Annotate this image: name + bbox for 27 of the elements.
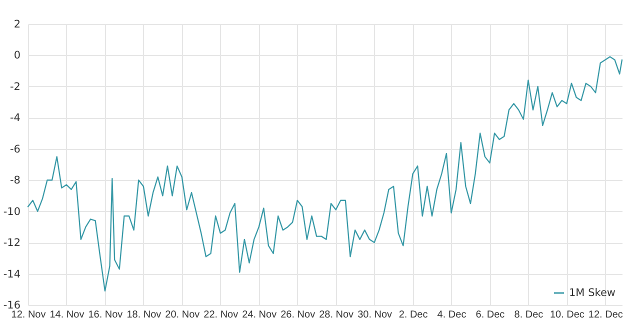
x-tick-label: 16. Nov xyxy=(88,310,123,320)
y-tick-label: -4 xyxy=(10,112,21,124)
x-tick-label: 8. Dec xyxy=(514,310,544,320)
y-tick-label: -16 xyxy=(3,300,21,312)
x-tick-label: 22. Nov xyxy=(204,310,238,320)
y-tick-label: -8 xyxy=(10,174,20,187)
legend-label: 1M Skew xyxy=(569,287,616,299)
y-tick-label: -6 xyxy=(10,143,21,156)
x-tick-label: 20. Nov xyxy=(165,310,200,320)
x-tick-label: 10. Dec xyxy=(550,310,584,320)
x-tick-label: 18. Nov xyxy=(126,310,162,320)
y-tick-label: -12 xyxy=(3,237,20,250)
y-tick-label: -2 xyxy=(10,80,20,93)
x-tick-label: 12. Dec xyxy=(588,310,623,320)
x-tick-label: 2. Dec xyxy=(398,310,428,320)
x-tick-label: 4. Dec xyxy=(437,310,466,320)
y-tick-label: -14 xyxy=(3,268,21,280)
y-tick-label: 2 xyxy=(14,18,20,30)
y-tick-label: -10 xyxy=(3,206,20,218)
y-tick-label: 0 xyxy=(14,50,20,62)
x-tick-label: 30. Nov xyxy=(358,310,392,320)
x-tick-label: 6. Dec xyxy=(476,310,505,320)
x-tick-label: 14. Nov xyxy=(50,310,84,320)
x-tick-label: 28. Nov xyxy=(319,310,354,320)
x-tick-label: 26. Nov xyxy=(280,310,316,320)
x-tick-label: 24. Nov xyxy=(242,310,277,320)
x-tick-label: 12. Nov xyxy=(11,310,46,320)
